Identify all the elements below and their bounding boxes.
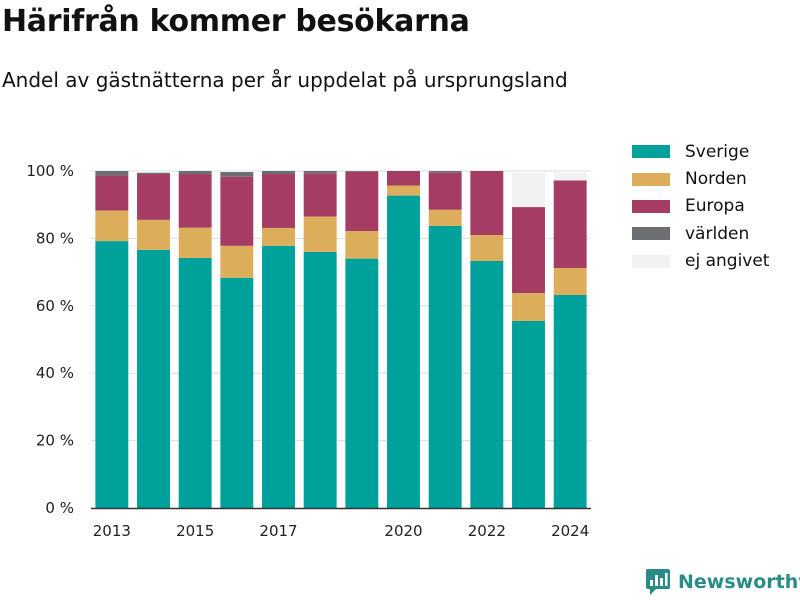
bar-segment bbox=[512, 207, 545, 293]
bar-segment bbox=[137, 172, 170, 175]
bar-segment bbox=[470, 235, 504, 261]
chart-title: Härifrån kommer besökarna bbox=[2, 4, 470, 39]
bar-segment bbox=[345, 230, 379, 259]
bar-segment bbox=[345, 171, 379, 172]
bar-segment bbox=[303, 173, 337, 217]
bar-stack-2019 bbox=[345, 171, 379, 508]
bar-segment bbox=[262, 227, 295, 246]
bar-segment bbox=[262, 171, 295, 175]
legend-item: Sverige bbox=[632, 138, 769, 165]
bar-segment bbox=[553, 295, 587, 508]
bar-segment bbox=[387, 171, 420, 186]
bar-segment bbox=[512, 292, 545, 321]
legend: Sverige Norden Europa världen ej angivet bbox=[632, 138, 769, 275]
brand-name: Newsworthy bbox=[678, 571, 800, 593]
bar-segment bbox=[137, 249, 170, 508]
bar-segment bbox=[137, 171, 170, 173]
bar-stacks bbox=[95, 171, 587, 508]
y-tick-label: 40 % bbox=[36, 364, 74, 382]
x-tick-label: 2020 bbox=[384, 522, 422, 540]
legend-swatch bbox=[632, 145, 670, 159]
bar-stack-2017 bbox=[262, 171, 295, 508]
bar-segment bbox=[387, 195, 420, 508]
bar-segment bbox=[470, 171, 504, 236]
y-tick-label: 0 % bbox=[45, 499, 74, 517]
bar-stack-2023 bbox=[512, 171, 545, 508]
x-tick-label: 2022 bbox=[468, 522, 506, 540]
bar-segment bbox=[178, 174, 212, 228]
bar-stack-2016 bbox=[220, 171, 254, 508]
bar-segment bbox=[428, 209, 462, 226]
legend-label: världen bbox=[685, 223, 750, 244]
bar-segment bbox=[553, 268, 587, 296]
chart-subtitle: Andel av gästnätterna per år uppdelat på… bbox=[2, 68, 568, 92]
y-tick-label: 100 % bbox=[26, 162, 74, 180]
legend-label: Europa bbox=[685, 196, 745, 217]
bar-segment bbox=[512, 171, 545, 208]
bar-segment bbox=[137, 174, 170, 220]
bar-segment bbox=[470, 260, 504, 508]
legend-swatch bbox=[632, 227, 670, 241]
bar-stack-2013 bbox=[95, 171, 129, 508]
bar-stack-2018 bbox=[303, 171, 337, 508]
bar-stack-2014 bbox=[137, 171, 170, 508]
x-axis-ticks: 2013 2015 2017 2020 2022 2024 bbox=[93, 522, 590, 540]
y-tick-label: 80 % bbox=[36, 229, 74, 247]
legend-item: Europa bbox=[632, 193, 769, 220]
bar-segment bbox=[137, 219, 170, 250]
legend-swatch bbox=[632, 199, 670, 213]
bar-segment bbox=[387, 185, 420, 196]
bar-segment bbox=[95, 171, 129, 176]
bar-segment bbox=[512, 320, 545, 508]
bar-segment bbox=[553, 171, 587, 181]
bar-segment bbox=[303, 171, 337, 174]
legend-item: Norden bbox=[632, 165, 769, 192]
bar-stack-2020 bbox=[387, 171, 420, 508]
y-tick-label: 20 % bbox=[36, 432, 74, 450]
bar-chart-speech-bubble-icon bbox=[646, 569, 670, 595]
bar-segment bbox=[345, 258, 379, 508]
legend-swatch bbox=[632, 172, 670, 186]
brand-logo: Newsworthy bbox=[645, 568, 800, 596]
bar-segment bbox=[553, 180, 587, 269]
bar-segment bbox=[178, 257, 212, 508]
legend-label: ej angivet bbox=[685, 251, 770, 272]
bar-segment bbox=[262, 174, 295, 228]
bar-segment bbox=[95, 241, 129, 508]
bar-segment bbox=[428, 172, 462, 210]
y-tick-label: 60 % bbox=[36, 297, 74, 315]
bar-segment bbox=[428, 171, 462, 173]
bar-segment bbox=[220, 176, 254, 246]
legend-label: Sverige bbox=[685, 141, 750, 162]
bar-segment bbox=[95, 175, 129, 211]
bar-stack-2015 bbox=[178, 171, 212, 508]
bar-stack-2021 bbox=[428, 171, 462, 508]
bar-segment bbox=[220, 277, 254, 508]
bar-segment bbox=[428, 225, 462, 508]
bar-segment bbox=[303, 251, 337, 508]
bar-stack-2022 bbox=[470, 171, 504, 508]
bar-segment bbox=[178, 171, 212, 175]
bar-segment bbox=[220, 245, 254, 278]
bar-segment bbox=[262, 245, 295, 508]
bar-segment bbox=[345, 171, 379, 231]
bar-segment bbox=[178, 227, 212, 258]
x-tick-label: 2017 bbox=[259, 522, 297, 540]
bar-stack-2024 bbox=[553, 171, 587, 508]
y-axis-ticks: 0 % 20 % 40 % 60 % 80 % 100 % bbox=[26, 162, 74, 517]
legend-item: ej angivet bbox=[632, 248, 769, 275]
bar-segment bbox=[220, 172, 254, 177]
x-tick-label: 2013 bbox=[93, 522, 131, 540]
bar-segment bbox=[95, 210, 129, 242]
x-tick-label: 2024 bbox=[551, 522, 589, 540]
legend-item: världen bbox=[632, 220, 769, 247]
x-tick-label: 2015 bbox=[176, 522, 214, 540]
bar-segment bbox=[303, 216, 337, 252]
legend-swatch bbox=[632, 254, 670, 268]
gridlines bbox=[91, 170, 591, 442]
legend-label: Norden bbox=[685, 169, 747, 190]
bar-segment bbox=[220, 171, 254, 173]
